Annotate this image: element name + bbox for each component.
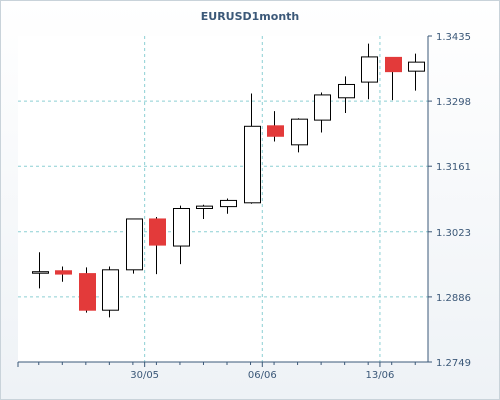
x-tick-label: 30/05 (130, 370, 159, 381)
candle-body-up (173, 208, 190, 247)
candle-body-up (220, 199, 237, 208)
candle-layer (32, 43, 425, 318)
y-tick-label: 1.3435 (436, 32, 471, 43)
candle-body-up (196, 205, 213, 210)
candle-body-up (408, 61, 425, 72)
plot-area (18, 36, 428, 362)
candle-body-down (55, 270, 72, 275)
candle-body-up (314, 94, 331, 121)
x-tick-label: 13/06 (366, 370, 395, 381)
candle-body-up (244, 125, 261, 204)
y-tick-label: 1.3023 (436, 228, 471, 239)
y-tick-label: 1.2749 (436, 358, 471, 369)
candle-body-up (126, 218, 143, 271)
y-tick-label: 1.3161 (436, 162, 471, 173)
y-tick-label: 1.2886 (436, 293, 471, 304)
candle-body-up (32, 271, 49, 274)
candle-body-up (102, 269, 119, 311)
candle-body-down (149, 218, 166, 246)
x-tick-label: 06/06 (248, 370, 277, 381)
candle-body-up (338, 83, 355, 99)
axis-layer: 1.3435 1.3298 1.3161 1.3023 1.2886 1.2749 30/0… (17, 32, 471, 381)
candle-body-down (385, 56, 402, 73)
grid-layer (18, 36, 428, 362)
candle-body-up (291, 118, 308, 146)
candle-body-down (267, 125, 284, 137)
chart-title: EURUSD1month (200, 10, 300, 23)
candle-body-down (79, 273, 96, 311)
y-tick-label: 1.3298 (436, 97, 471, 108)
candle-body-up (361, 56, 378, 83)
